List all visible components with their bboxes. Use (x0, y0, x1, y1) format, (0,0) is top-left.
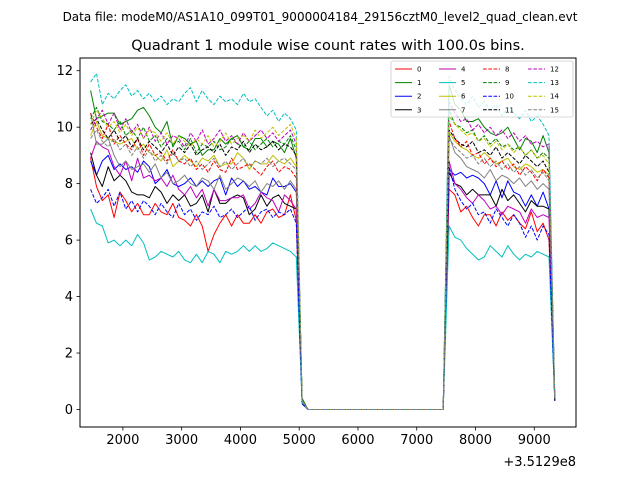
legend-label-5: 5 (461, 79, 465, 87)
series-line-7 (90, 113, 556, 410)
legend-frame (390, 60, 574, 118)
y-tick-label: 10 (56, 121, 73, 136)
series-line-0 (90, 158, 556, 410)
legend-label-9: 9 (505, 79, 509, 87)
series-line-11 (90, 118, 556, 410)
x-tick-label: 4000 (224, 433, 257, 448)
plot-frame (79, 57, 577, 428)
legend-label-6: 6 (461, 93, 466, 101)
legend-label-12: 12 (550, 66, 559, 74)
series-line-6 (90, 121, 556, 410)
legend-label-7: 7 (461, 106, 465, 114)
legend-label-15: 15 (550, 106, 559, 114)
series-line-3 (90, 152, 556, 410)
y-tick-label: 4 (65, 290, 73, 305)
legend-label-8: 8 (505, 66, 509, 74)
legend-label-13: 13 (550, 79, 559, 87)
x-tick-label: 5000 (283, 433, 316, 448)
legend-label-4: 4 (461, 66, 466, 74)
plot-lines (90, 73, 556, 410)
series-line-13 (90, 73, 556, 410)
data-file-suptitle: Data file: modeM0/AS1A10_099T01_90000041… (63, 10, 578, 24)
series-line-10 (90, 166, 556, 410)
x-offset-label: +3.5129e8 (503, 455, 576, 470)
x-tick-label: 3000 (165, 433, 198, 448)
y-tick-label: 8 (65, 177, 73, 192)
legend-label-10: 10 (505, 93, 514, 101)
x-tick-label: 2000 (106, 433, 139, 448)
series-line-15 (90, 129, 556, 410)
x-axis: 2000 3000 4000 5000 6000 7000 8000 9000 (106, 427, 551, 448)
series-line-14 (90, 109, 556, 410)
y-tick-label: 12 (56, 64, 73, 79)
legend-label-14: 14 (550, 93, 559, 101)
chart-title: Quadrant 1 module wise count rates with … (131, 38, 525, 54)
y-tick-label: 6 (65, 234, 73, 249)
x-tick-label: 8000 (459, 433, 492, 448)
y-axis: 0 2 4 6 8 10 12 (56, 64, 80, 418)
y-tick-label: 2 (65, 347, 73, 362)
series-line-5 (90, 208, 556, 410)
series-line-4 (90, 140, 556, 410)
series-line-2 (90, 154, 556, 410)
x-tick-label: 7000 (400, 433, 433, 448)
legend-label-3: 3 (417, 106, 421, 114)
legend-label-1: 1 (417, 79, 421, 87)
series-line-8 (90, 112, 556, 410)
x-tick-label: 9000 (518, 433, 551, 448)
x-tick-label: 6000 (341, 433, 374, 448)
legend-label-0: 0 (417, 66, 421, 74)
legend-label-2: 2 (417, 93, 421, 101)
y-tick-label: 0 (65, 403, 73, 418)
legend-label-11: 11 (505, 106, 514, 114)
